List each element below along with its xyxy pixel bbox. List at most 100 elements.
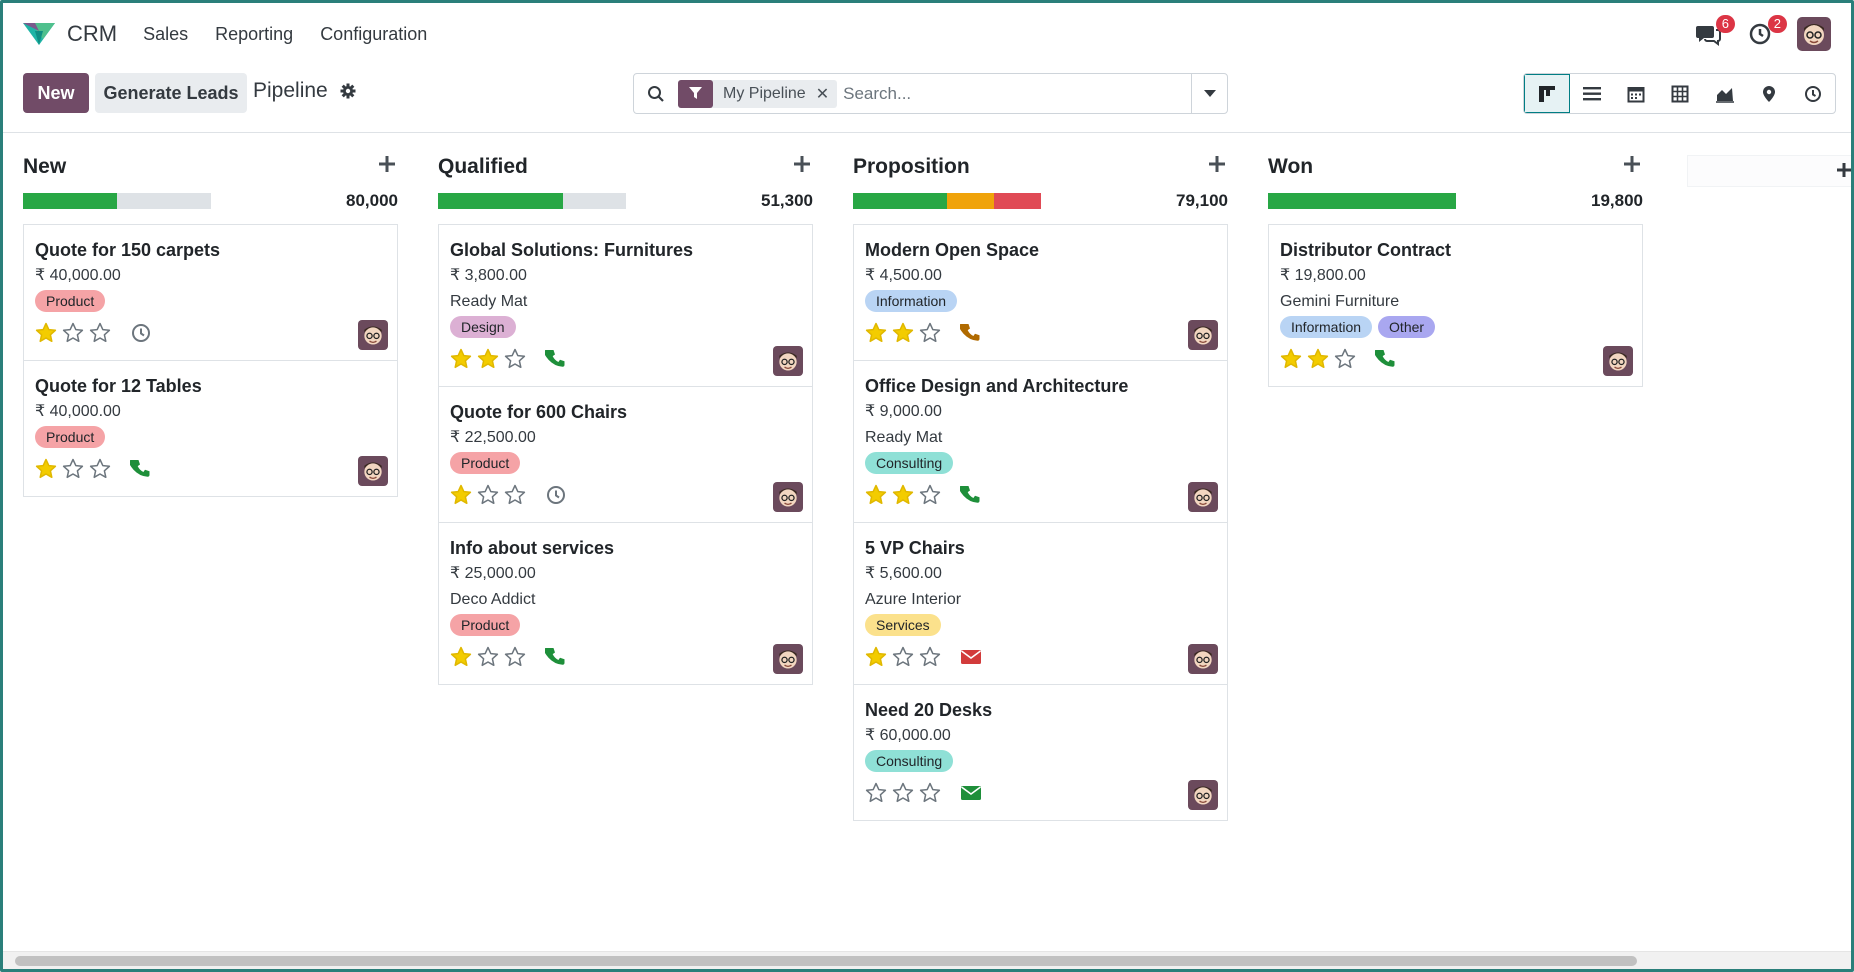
- app-name[interactable]: CRM: [67, 21, 118, 46]
- progress-segment-green[interactable]: [438, 193, 564, 209]
- progress-segment-grey[interactable]: [563, 193, 626, 209]
- scrollbar-thumb[interactable]: [15, 956, 1637, 966]
- salesperson-avatar[interactable]: [1603, 346, 1633, 376]
- activity-button[interactable]: [960, 484, 982, 506]
- kanban-card[interactable]: Quote for 600 Chairs ₹ 22,500.00 Product: [438, 386, 813, 523]
- activity-button[interactable]: [1375, 348, 1397, 370]
- star-empty-icon[interactable]: [477, 484, 499, 506]
- add-column-button[interactable]: [1687, 155, 1851, 187]
- star-empty-icon[interactable]: [919, 322, 941, 344]
- quick-create-plus-icon[interactable]: [1621, 153, 1643, 175]
- progress-segment-orange[interactable]: [947, 193, 994, 209]
- star-empty-icon[interactable]: [62, 458, 84, 480]
- star-filled-icon[interactable]: [865, 484, 887, 506]
- activity-button[interactable]: [130, 458, 152, 480]
- progress-segment-green[interactable]: [853, 193, 947, 209]
- kanban-card[interactable]: Need 20 Desks ₹ 60,000.00 Consulting: [853, 684, 1228, 821]
- progress-segment-red[interactable]: [994, 193, 1041, 209]
- star-empty-icon[interactable]: [89, 322, 111, 344]
- nav-reporting[interactable]: Reporting: [215, 23, 294, 44]
- activity-button[interactable]: [545, 484, 567, 506]
- pivot-view-button[interactable]: [1658, 74, 1702, 113]
- kanban-card[interactable]: Global Solutions: Furnitures ₹ 3,800.00 Re…: [438, 224, 813, 387]
- star-filled-icon[interactable]: [892, 322, 914, 344]
- salesperson-avatar[interactable]: [773, 482, 803, 512]
- kanban-card[interactable]: Quote for 150 carpets ₹ 40,000.00 Product: [23, 224, 398, 361]
- search-input[interactable]: [843, 74, 1191, 113]
- star-empty-icon[interactable]: [919, 484, 941, 506]
- activity-button[interactable]: [545, 348, 567, 370]
- progress-segment-green[interactable]: [1268, 193, 1456, 209]
- activity-button[interactable]: [545, 646, 567, 668]
- kanban-card[interactable]: Quote for 12 Tables ₹ 40,000.00 Product: [23, 360, 398, 497]
- activity-view-button[interactable]: [1791, 74, 1835, 113]
- star-filled-icon[interactable]: [477, 348, 499, 370]
- salesperson-avatar[interactable]: [358, 320, 388, 350]
- salesperson-avatar[interactable]: [773, 346, 803, 376]
- star-empty-icon[interactable]: [504, 646, 526, 668]
- activity-button[interactable]: [130, 322, 152, 344]
- calendar-view-button[interactable]: [1614, 74, 1658, 113]
- star-filled-icon[interactable]: [1307, 348, 1329, 370]
- graph-view-button[interactable]: [1703, 74, 1747, 113]
- column-title[interactable]: Won: [1268, 155, 1314, 178]
- star-empty-icon[interactable]: [919, 782, 941, 804]
- salesperson-avatar[interactable]: [1188, 644, 1218, 674]
- nav-configuration[interactable]: Configuration: [320, 23, 428, 44]
- star-empty-icon[interactable]: [62, 322, 84, 344]
- quick-create-plus-icon[interactable]: [791, 153, 813, 175]
- salesperson-avatar[interactable]: [1188, 482, 1218, 512]
- column-title[interactable]: New: [23, 155, 67, 178]
- messages-button[interactable]: 6: [1693, 15, 1735, 49]
- kanban-card[interactable]: 5 VP Chairs ₹ 5,600.00 Azure Interior Servi…: [853, 522, 1228, 685]
- star-empty-icon[interactable]: [892, 646, 914, 668]
- star-filled-icon[interactable]: [865, 322, 887, 344]
- star-empty-icon[interactable]: [504, 348, 526, 370]
- star-empty-icon[interactable]: [477, 646, 499, 668]
- salesperson-avatar[interactable]: [773, 644, 803, 674]
- star-filled-icon[interactable]: [450, 484, 472, 506]
- user-avatar[interactable]: [1797, 17, 1831, 51]
- progress-segment-grey[interactable]: [117, 193, 211, 209]
- nav-sales[interactable]: Sales: [143, 23, 189, 44]
- kanban-card[interactable]: Distributor Contract ₹ 19,800.00 Gemini Fu…: [1268, 224, 1643, 387]
- crm-logo-icon[interactable]: [21, 21, 57, 47]
- column-title[interactable]: Proposition: [853, 155, 970, 178]
- horizontal-scrollbar[interactable]: [3, 951, 1851, 969]
- search-options-toggle[interactable]: [1191, 74, 1227, 113]
- star-empty-icon[interactable]: [1334, 348, 1356, 370]
- star-filled-icon[interactable]: [892, 484, 914, 506]
- new-button[interactable]: New: [23, 73, 89, 113]
- kanban-card[interactable]: Info about services ₹ 25,000.00 Deco Addic…: [438, 522, 813, 685]
- search-icon[interactable]: [634, 85, 678, 103]
- activity-button[interactable]: [960, 646, 982, 668]
- star-empty-icon[interactable]: [892, 782, 914, 804]
- star-empty-icon[interactable]: [504, 484, 526, 506]
- salesperson-avatar[interactable]: [1188, 320, 1218, 350]
- list-view-button[interactable]: [1570, 74, 1614, 113]
- column-progress-bar[interactable]: [853, 193, 1041, 209]
- star-empty-icon[interactable]: [865, 782, 887, 804]
- star-filled-icon[interactable]: [865, 646, 887, 668]
- quick-create-plus-icon[interactable]: [1206, 153, 1228, 175]
- star-filled-icon[interactable]: [35, 322, 57, 344]
- kanban-card[interactable]: Office Design and Architecture ₹ 9,000.00…: [853, 360, 1228, 523]
- column-progress-bar[interactable]: [23, 193, 211, 209]
- column-progress-bar[interactable]: [438, 193, 626, 209]
- activities-button[interactable]: 2: [1745, 15, 1787, 49]
- activity-button[interactable]: [960, 322, 982, 344]
- map-view-button[interactable]: [1747, 74, 1791, 113]
- salesperson-avatar[interactable]: [358, 456, 388, 486]
- gear-icon[interactable]: [340, 83, 356, 99]
- activity-button[interactable]: [960, 782, 982, 804]
- quick-create-plus-icon[interactable]: [376, 153, 398, 175]
- column-progress-bar[interactable]: [1268, 193, 1456, 209]
- progress-segment-green[interactable]: [23, 193, 117, 209]
- kanban-card[interactable]: Modern Open Space ₹ 4,500.00 Information: [853, 224, 1228, 361]
- star-filled-icon[interactable]: [1280, 348, 1302, 370]
- star-filled-icon[interactable]: [450, 646, 472, 668]
- star-empty-icon[interactable]: [89, 458, 111, 480]
- star-filled-icon[interactable]: [35, 458, 57, 480]
- generate-leads-button[interactable]: Generate Leads: [95, 73, 247, 113]
- kanban-view-button[interactable]: [1524, 74, 1571, 113]
